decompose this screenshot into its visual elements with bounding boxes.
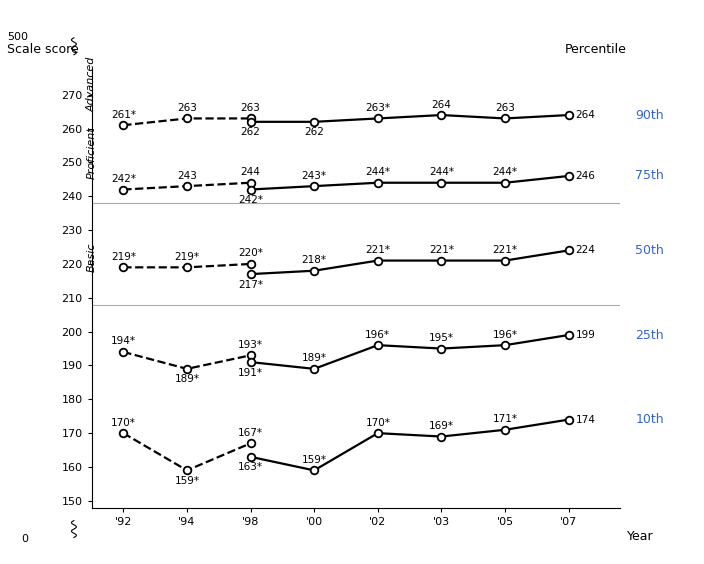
Text: 170*: 170*: [365, 417, 390, 428]
Text: 10th: 10th: [636, 413, 664, 426]
Text: 244: 244: [241, 167, 260, 177]
Text: 159*: 159*: [302, 455, 327, 465]
Text: 244*: 244*: [365, 167, 390, 177]
Text: 262: 262: [304, 127, 324, 138]
Text: 219*: 219*: [111, 252, 136, 262]
Text: Year: Year: [627, 530, 653, 543]
Text: 221*: 221*: [493, 245, 517, 255]
Text: 194*: 194*: [111, 336, 136, 346]
Text: 263: 263: [177, 103, 197, 113]
Text: 242*: 242*: [238, 195, 263, 205]
Text: 159*: 159*: [175, 476, 199, 486]
Text: Proficient: Proficient: [87, 126, 96, 179]
Text: 171*: 171*: [493, 414, 517, 424]
Text: 224: 224: [576, 245, 596, 255]
Text: 244*: 244*: [429, 167, 454, 177]
Text: 191*: 191*: [238, 368, 263, 378]
Text: 221*: 221*: [429, 245, 454, 255]
Text: 500: 500: [7, 32, 28, 42]
Text: 193*: 193*: [238, 340, 263, 350]
Text: 90th: 90th: [636, 108, 664, 122]
Text: 189*: 189*: [302, 353, 327, 363]
Text: 50th: 50th: [636, 244, 664, 257]
Text: Percentile: Percentile: [565, 43, 627, 56]
Text: 25th: 25th: [636, 328, 664, 342]
Text: 243*: 243*: [302, 170, 327, 180]
Text: Basic: Basic: [87, 243, 96, 272]
Text: 75th: 75th: [636, 169, 664, 183]
Text: 244*: 244*: [493, 167, 517, 177]
Text: 196*: 196*: [493, 329, 517, 340]
Text: 195*: 195*: [429, 333, 454, 343]
Text: 217*: 217*: [238, 280, 263, 290]
Text: 219*: 219*: [175, 252, 199, 262]
Text: 264: 264: [432, 99, 451, 109]
Text: Advanced: Advanced: [87, 57, 96, 112]
Text: 246: 246: [576, 171, 596, 181]
Text: Scale score: Scale score: [7, 43, 79, 56]
Text: 263: 263: [495, 103, 515, 113]
Text: 263: 263: [241, 103, 260, 113]
Text: 242*: 242*: [111, 174, 136, 184]
Text: 174: 174: [576, 415, 596, 425]
Text: 264: 264: [576, 110, 596, 120]
Text: 263*: 263*: [365, 103, 390, 113]
Text: 221*: 221*: [365, 245, 390, 255]
Text: 243: 243: [177, 170, 197, 180]
Text: 189*: 189*: [175, 374, 199, 385]
Text: 169*: 169*: [429, 421, 454, 431]
Text: 218*: 218*: [302, 255, 327, 265]
Text: 167*: 167*: [238, 428, 263, 438]
Text: 261*: 261*: [111, 109, 136, 120]
Text: 262: 262: [241, 127, 260, 138]
Text: 199: 199: [576, 330, 596, 340]
Text: 170*: 170*: [111, 417, 136, 428]
Text: 163*: 163*: [238, 462, 263, 473]
Text: 0: 0: [21, 534, 28, 544]
Text: 220*: 220*: [238, 248, 263, 258]
Text: 196*: 196*: [365, 329, 390, 340]
